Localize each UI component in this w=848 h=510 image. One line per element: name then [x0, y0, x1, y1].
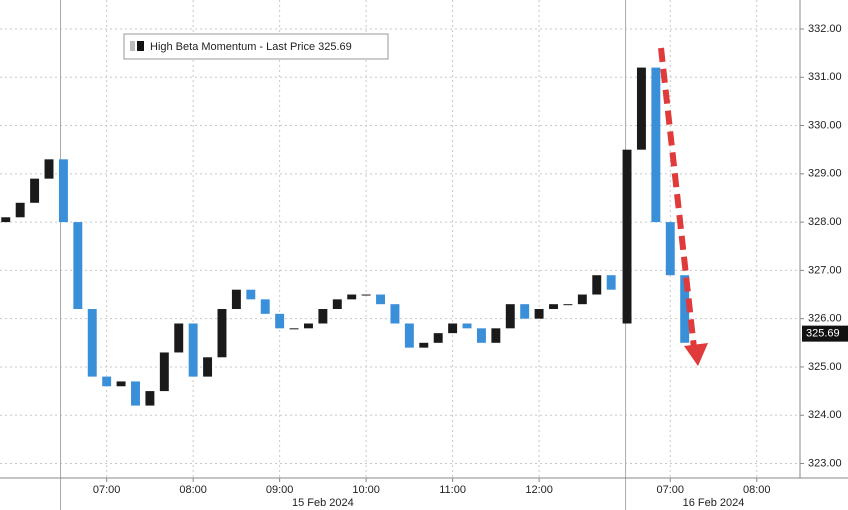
arrow-shaft [658, 47, 697, 349]
candle-body [260, 299, 270, 314]
candle-body [246, 289, 256, 300]
y-tick-label: 328.00 [808, 216, 842, 228]
legend-value: 325.69 [318, 41, 352, 53]
candle-body [665, 222, 675, 276]
date-label: 15 Feb 2024 [292, 497, 354, 509]
candle-body [577, 294, 587, 305]
x-tick-label: 08:00 [743, 484, 771, 496]
candle-body [361, 294, 371, 296]
candle-body [680, 275, 690, 343]
candle-body [231, 289, 241, 310]
y-tick-label: 323.00 [808, 457, 842, 469]
legend-name: High Beta Momentum - Last Price [150, 41, 315, 53]
candle-body [347, 294, 357, 300]
candle-body [30, 178, 40, 203]
candle-body [622, 149, 632, 324]
candle-body [520, 304, 530, 319]
candle-body [376, 294, 386, 305]
x-tick-label: 07:00 [93, 484, 121, 496]
candle-body [606, 275, 616, 290]
y-tick-label: 324.00 [808, 409, 842, 421]
candle-body [145, 391, 155, 406]
x-tick-label: 10:00 [352, 484, 380, 496]
y-tick-label: 325.00 [808, 361, 842, 373]
candle-body [476, 328, 486, 343]
y-tick-label: 326.00 [808, 313, 842, 325]
y-tick-label: 332.00 [808, 23, 842, 35]
candle-body [275, 313, 285, 329]
last-price-tag [802, 325, 848, 342]
candle-body [318, 309, 328, 324]
candle-body [217, 309, 227, 358]
x-tick-label: 07:00 [657, 484, 685, 496]
candle-body [87, 309, 97, 377]
candle-body [44, 159, 54, 179]
x-tick-label: 11:00 [439, 484, 466, 496]
x-tick-label: 12:00 [525, 484, 553, 496]
y-tick-label: 329.00 [808, 168, 842, 180]
candle-body [505, 304, 515, 329]
arrow-annotation [658, 47, 708, 366]
candle-body [636, 67, 646, 150]
candle-body [419, 342, 429, 348]
candle-body [203, 357, 213, 377]
last-price-label: 325.69 [806, 328, 840, 340]
candle-body [159, 352, 169, 392]
candle-body [102, 376, 112, 387]
candle-body [58, 159, 68, 223]
candle-body [549, 304, 558, 310]
y-tick-label: 327.00 [808, 264, 842, 276]
y-tick-label: 330.00 [808, 119, 842, 131]
legend-swatch [137, 41, 144, 51]
legend: High Beta Momentum - Last Price 325.69 [123, 33, 389, 60]
x-tick-label: 08:00 [179, 484, 207, 496]
candle-body [15, 202, 25, 218]
candle-body [188, 323, 198, 377]
candle-body [592, 275, 602, 295]
candle-body [116, 381, 126, 387]
candle-body [304, 323, 313, 329]
arrow-head [684, 343, 708, 366]
candle-body [332, 299, 342, 310]
x-tick-label: 09:00 [266, 484, 294, 496]
candle-body [651, 67, 661, 223]
candle-body [433, 333, 443, 343]
legend-label: High Beta Momentum - Last Price 325.69 [150, 41, 352, 53]
candle-body [174, 323, 184, 353]
candle-body [289, 328, 299, 330]
candle-body [534, 309, 544, 319]
legend-box [123, 33, 389, 60]
legend-swatch [130, 41, 135, 51]
candle-body [491, 328, 501, 343]
candle-body [563, 304, 573, 306]
candle-body [131, 381, 140, 406]
y-tick-label: 331.00 [808, 71, 842, 83]
candle-body [73, 222, 83, 310]
candle-body [448, 323, 458, 334]
date-label: 16 Feb 2024 [683, 497, 745, 509]
candle-body [404, 323, 414, 348]
candle-body [390, 304, 400, 324]
candle-body [462, 323, 472, 329]
candle-body [1, 217, 11, 223]
